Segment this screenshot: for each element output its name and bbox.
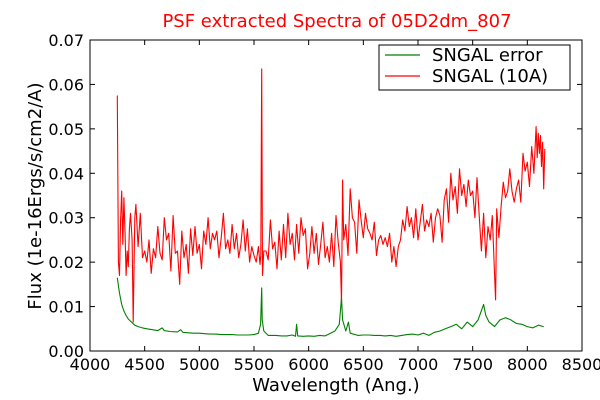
- x-tick-label: 7000: [398, 355, 439, 374]
- plot-area: [116, 68, 546, 337]
- x-tick-label: 6500: [343, 355, 384, 374]
- x-tick-label: 5000: [179, 355, 220, 374]
- y-tick-label: 0.01: [48, 298, 84, 317]
- y-tick-label: 0.04: [48, 164, 84, 183]
- y-tick-label: 0.05: [48, 120, 84, 139]
- chart-title: PSF extracted Spectra of 05D2dm_807: [162, 11, 511, 32]
- legend-box: [378, 44, 571, 91]
- y-tick-label: 0.06: [48, 75, 84, 94]
- x-axis-title: Wavelength (Ang.): [252, 375, 419, 396]
- x-tick-label: 4500: [124, 355, 165, 374]
- legend: SNGAL error SNGAL (10A): [378, 44, 571, 91]
- y-tick-label: 0.03: [48, 209, 84, 228]
- legend-label-sngal-10a: SNGAL (10A): [432, 66, 548, 87]
- y-tick-label: 0.02: [48, 253, 84, 272]
- series-line-sngal-error: [116, 277, 544, 337]
- y-tick-label: 0.07: [48, 31, 84, 50]
- x-tick-label: 5500: [234, 355, 275, 374]
- series-line-sngal-10a: [116, 68, 546, 323]
- legend-label-sngal-error: SNGAL error: [432, 45, 543, 66]
- axes: 4000 4500 5000 5500 6000 6500 7000 7500 8000 8500…: [48, 31, 600, 374]
- x-tick-label: 4000: [70, 355, 111, 374]
- x-tick-label: 7500: [452, 355, 493, 374]
- x-tick-label: 8000: [507, 355, 548, 374]
- x-tick-label: 6000: [288, 355, 329, 374]
- x-tick-label: 8500: [562, 355, 600, 374]
- plot-frame: [89, 39, 583, 352]
- y-tick-label: 0.00: [48, 342, 84, 361]
- y-axis-title: Flux (1e-16Ergs/s/cm2/A): [25, 82, 46, 309]
